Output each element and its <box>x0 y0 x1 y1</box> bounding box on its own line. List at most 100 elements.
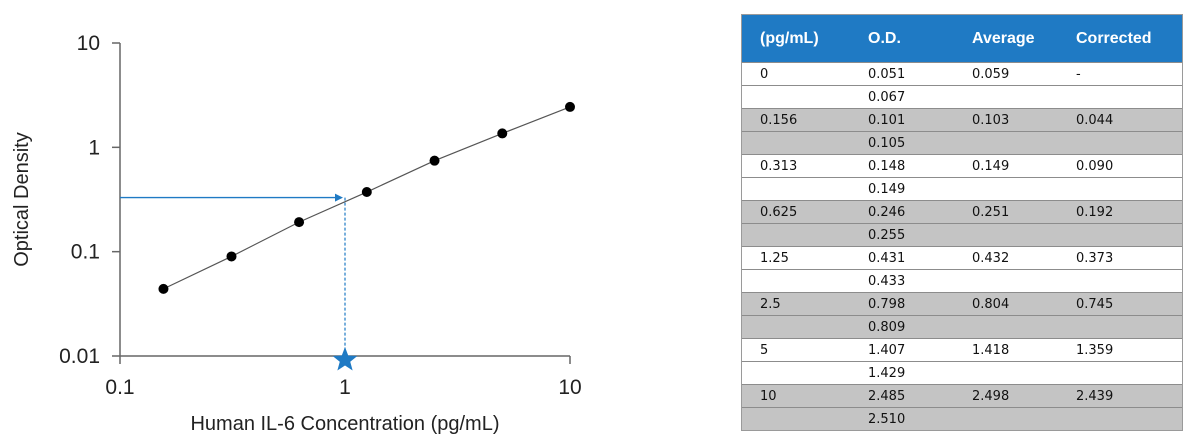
table-cell: 0.798 <box>850 292 954 316</box>
table-cell <box>1058 361 1182 385</box>
table-cell <box>1058 407 1182 430</box>
table-cell: 0.745 <box>1058 292 1182 316</box>
data-point <box>226 251 237 262</box>
table-cell: 0.105 <box>850 131 954 155</box>
standard-curve-chart: 10 1 0.1 0.01 0.1 1 10 Human IL-6 Concentration… <box>11 32 582 435</box>
table-row: 0.313 0.148 0.149 0.090 <box>742 154 1182 178</box>
table-cell <box>742 223 850 247</box>
table-cell <box>954 315 1058 339</box>
table-cell: - <box>1058 62 1182 86</box>
table-cell <box>954 407 1058 430</box>
table-row: 0.105 <box>742 131 1182 155</box>
table-cell <box>742 315 850 339</box>
data-point <box>497 128 508 139</box>
table-cell: 0.192 <box>1058 200 1182 224</box>
od-arrow-head <box>335 193 343 202</box>
table-cell: 0.373 <box>1058 246 1182 270</box>
table-cell: 0.044 <box>1058 108 1182 132</box>
table-cell <box>954 223 1058 247</box>
data-table-panel: (pg/mL) O.D. Average Corrected 0 0.051 0.0… <box>741 14 1183 431</box>
table-cell: 5 <box>742 338 850 362</box>
table-cell: 0.313 <box>742 154 850 178</box>
table-cell <box>742 361 850 385</box>
table-row: 0.625 0.246 0.251 0.192 <box>742 200 1182 224</box>
table-row: 0 0.051 0.059- <box>742 62 1182 86</box>
table-cell: 0.051 <box>850 62 954 86</box>
table-row: 10 2.485 2.498 2.439 <box>742 384 1182 408</box>
table-header-row: (pg/mL) O.D. Average Corrected <box>742 15 1182 63</box>
table-cell: 0.148 <box>850 154 954 178</box>
table-cell <box>742 85 850 109</box>
table-row: 0.255 <box>742 223 1182 247</box>
table-cell: 0.103 <box>954 108 1058 132</box>
y-tick-label: 10 <box>77 32 100 55</box>
table-cell: 0.156 <box>742 108 850 132</box>
table-cell <box>742 269 850 293</box>
table-cell: 1.359 <box>1058 338 1182 362</box>
table-row: 2.5 0.798 0.804 0.745 <box>742 292 1182 316</box>
data-point <box>429 155 440 166</box>
table-row: 0.149 <box>742 177 1182 201</box>
table-cell <box>742 177 850 201</box>
table-cell <box>1058 223 1182 247</box>
table-cell: 0.433 <box>850 269 954 293</box>
table-cell <box>954 131 1058 155</box>
table-row: 5 1.407 1.418 1.359 <box>742 338 1182 362</box>
table-cell: 2.5 <box>742 292 850 316</box>
x-tick-label: 10 <box>558 376 581 399</box>
table-cell: 1.429 <box>850 361 954 385</box>
table-cell <box>954 361 1058 385</box>
table-cell: 10 <box>742 384 850 408</box>
table-cell: 2.485 <box>850 384 954 408</box>
y-tick-label: 1 <box>88 136 100 159</box>
y-tick-label: 0.01 <box>59 345 100 368</box>
table-cell <box>1058 85 1182 109</box>
table-cell: 0.809 <box>850 315 954 339</box>
table-cell: 0.246 <box>850 200 954 224</box>
header-od: O.D. <box>850 15 954 63</box>
table-cell <box>1058 315 1182 339</box>
table-cell: 1.407 <box>850 338 954 362</box>
table-cell: 0.431 <box>850 246 954 270</box>
table-body: 0 0.051 0.059-0.067 0.156 0.101 0.103 0.044 0.1… <box>742 62 1182 430</box>
table-cell: 2.439 <box>1058 384 1182 408</box>
data-point <box>158 283 169 294</box>
table-row: 1.429 <box>742 361 1182 385</box>
table-cell: 0 <box>742 62 850 86</box>
table-cell: 1.25 <box>742 246 850 270</box>
table-cell: 2.498 <box>954 384 1058 408</box>
y-tick-label: 0.1 <box>71 241 100 264</box>
table-cell: 0.255 <box>850 223 954 247</box>
table-cell <box>1058 177 1182 201</box>
data-point <box>294 217 305 228</box>
table-cell: 0.090 <box>1058 154 1182 178</box>
table-row: 2.510 <box>742 407 1182 430</box>
table-row: 0.809 <box>742 315 1182 339</box>
table-cell <box>1058 131 1182 155</box>
x-axis-title: Human IL-6 Concentration (pg/mL) <box>190 413 499 435</box>
table-cell: 0.101 <box>850 108 954 132</box>
table-cell: 2.510 <box>850 407 954 430</box>
header-concentration: (pg/mL) <box>742 15 850 63</box>
table-cell <box>954 269 1058 293</box>
table-cell: 0.804 <box>954 292 1058 316</box>
table-cell: 0.149 <box>850 177 954 201</box>
data-point <box>565 101 575 112</box>
table-cell: 0.432 <box>954 246 1058 270</box>
header-average: Average <box>954 15 1058 63</box>
table-cell <box>954 177 1058 201</box>
y-axis-title: Optical Density <box>11 132 33 267</box>
table-cell: 0.625 <box>742 200 850 224</box>
table-cell: 1.418 <box>954 338 1058 362</box>
data-table: (pg/mL) O.D. Average Corrected 0 0.051 0.0… <box>742 15 1182 430</box>
data-point <box>361 187 372 198</box>
header-corrected: Corrected <box>1058 15 1182 63</box>
table-cell <box>1058 269 1182 293</box>
table-row: 1.25 0.431 0.432 0.373 <box>742 246 1182 270</box>
table-cell: 0.251 <box>954 200 1058 224</box>
table-cell: 0.067 <box>850 85 954 109</box>
x-tick-label: 0.1 <box>105 376 134 399</box>
table-row: 0.156 0.101 0.103 0.044 <box>742 108 1182 132</box>
table-row: 0.067 <box>742 85 1182 109</box>
